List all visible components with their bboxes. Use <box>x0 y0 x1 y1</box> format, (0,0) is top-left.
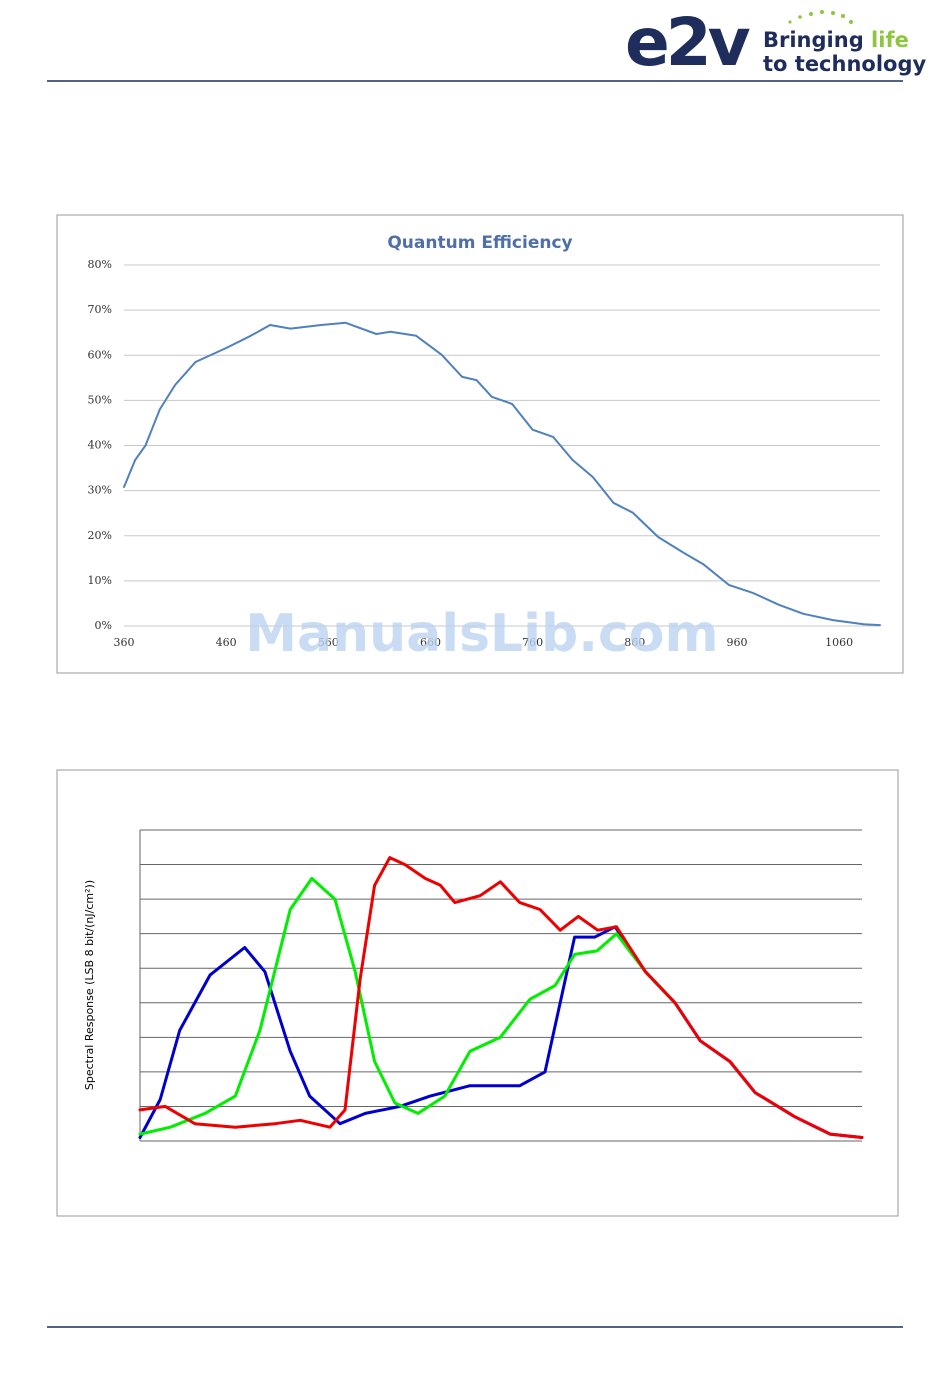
y-tick-label: 20% <box>88 529 112 542</box>
tagline-word: Bringing <box>763 28 864 52</box>
logo-dots <box>788 10 853 24</box>
x-tick-label: 860 <box>624 636 645 649</box>
y-tick-label: 0% <box>95 619 112 632</box>
chart-frame <box>56 769 899 1217</box>
data-line <box>138 876 677 1136</box>
x-tick-label: 660 <box>420 636 441 649</box>
y-tick-label: 40% <box>88 439 112 452</box>
y-axis-title: Spectral Response (LSB 8 bit/(nJ/cm²)) <box>83 880 96 1090</box>
data-line <box>123 321 881 627</box>
y-tick-label: 80% <box>88 258 112 271</box>
y-tick-label: 10% <box>88 574 112 587</box>
x-tick-label: 360 <box>114 636 135 649</box>
tagline-word: life <box>871 28 909 52</box>
plots: 0% 10% 20% 30% 40% 50% 60% 70% 80% 360 460 560 660 76… <box>88 258 881 1142</box>
y-tick-label: 50% <box>88 393 112 406</box>
x-tick-label: 1060 <box>825 636 853 649</box>
tagline: to technology <box>763 52 926 76</box>
tagline: Bringing life <box>763 28 909 52</box>
chart-title: Quantum Efficiency <box>387 233 572 253</box>
logo: e2v <box>625 4 751 81</box>
y-tick-label: 70% <box>88 303 112 316</box>
x-tick-label: 760 <box>522 636 543 649</box>
x-tick-label: 460 <box>216 636 237 649</box>
x-tick-label: 960 <box>726 636 747 649</box>
data-line <box>138 856 864 1139</box>
x-tick-label: 560 <box>318 636 339 649</box>
y-tick-label: 60% <box>88 348 112 361</box>
watermark: ManualsLib.com <box>245 604 718 664</box>
y-tick-label: 30% <box>88 484 112 497</box>
